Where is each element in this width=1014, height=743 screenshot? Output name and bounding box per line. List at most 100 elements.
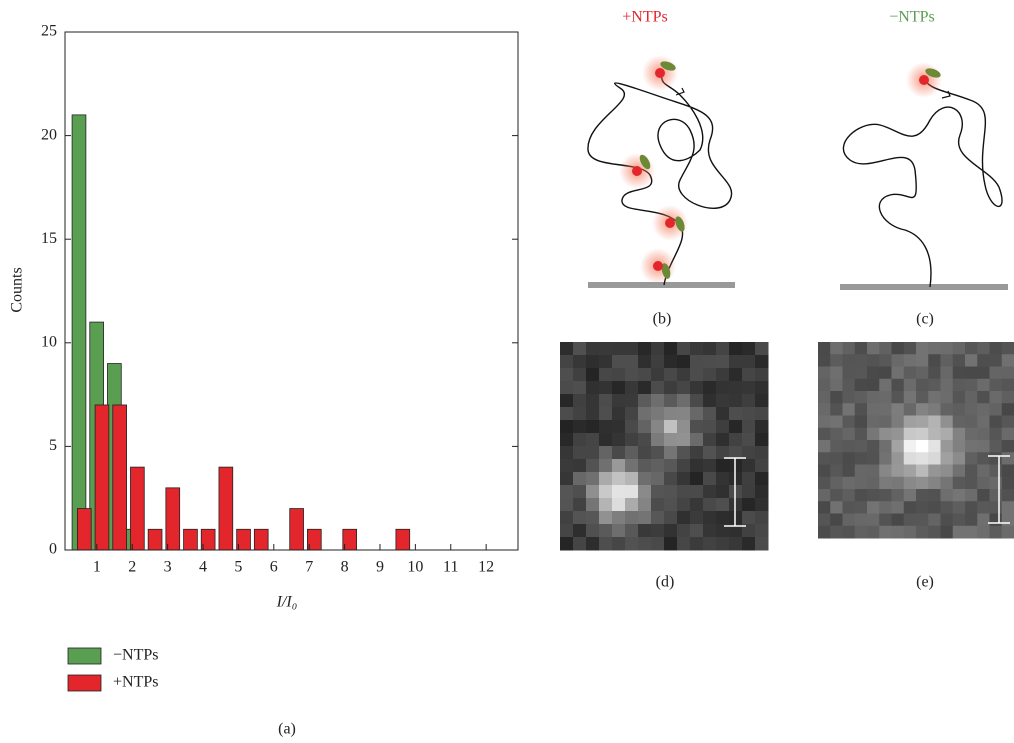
pixel [977, 513, 990, 527]
pixel [742, 537, 756, 551]
pixel [664, 420, 678, 434]
pixel [854, 489, 868, 502]
pixel [916, 378, 929, 392]
pixel [916, 501, 929, 514]
pixel [916, 403, 929, 416]
pixel [755, 420, 769, 434]
pixel [989, 415, 1003, 429]
pixel [573, 420, 587, 434]
pixel [854, 366, 868, 380]
pixel [940, 415, 954, 429]
pixel [703, 342, 717, 356]
pixel [977, 415, 990, 429]
pixel [940, 427, 954, 441]
pixel [690, 368, 704, 382]
pixel [625, 446, 639, 460]
pixel [586, 537, 600, 551]
pixel [965, 464, 978, 478]
pixel [651, 381, 665, 395]
pixel [625, 459, 639, 473]
pixel [573, 355, 587, 369]
pixel [612, 381, 626, 395]
pixel [625, 342, 639, 356]
pixel [560, 498, 574, 512]
pixel [854, 391, 868, 404]
pixel [977, 501, 990, 514]
pixel [703, 485, 717, 499]
pixel [818, 464, 831, 478]
pixel [716, 394, 730, 408]
pixel [842, 366, 856, 380]
pixel [952, 489, 966, 502]
pixel [903, 464, 917, 478]
pixel [952, 403, 966, 416]
pixel [830, 452, 843, 465]
pixel [677, 472, 691, 486]
pixel [729, 355, 743, 369]
pixel [989, 354, 1003, 367]
pixel [977, 464, 990, 478]
pixel [952, 391, 966, 404]
pixel [638, 485, 652, 499]
pixel [651, 368, 665, 382]
pixel [830, 391, 843, 404]
pixel [664, 433, 678, 447]
diagram-c [840, 62, 1008, 290]
pixel [891, 391, 905, 404]
pixel [879, 501, 892, 514]
pixel [854, 525, 868, 539]
pixel [903, 501, 917, 514]
pixel [1001, 415, 1014, 429]
pixel [586, 498, 600, 512]
pixel [651, 355, 665, 369]
pixel [625, 355, 639, 369]
pixel [729, 420, 743, 434]
pixel [989, 342, 1003, 355]
pixel [742, 381, 756, 395]
pixel [612, 394, 626, 408]
pixel [625, 433, 639, 447]
pixel [690, 459, 704, 473]
pixel [729, 446, 743, 460]
pixel [989, 464, 1003, 478]
pixel [952, 525, 966, 539]
pixel [952, 464, 966, 478]
pixel [940, 342, 954, 355]
pixel [651, 498, 665, 512]
pixel [977, 342, 990, 355]
pixel [638, 355, 652, 369]
pixel [867, 427, 880, 441]
pixel [651, 446, 665, 460]
pixel [989, 476, 1003, 490]
pixel [891, 440, 905, 453]
pixel [879, 415, 892, 429]
pixel [625, 472, 639, 486]
pixel [664, 407, 678, 421]
pixel [842, 440, 856, 453]
pixel [560, 368, 574, 382]
scale-bar [988, 455, 1010, 524]
pixel [830, 427, 843, 441]
x-tick-label: 11 [443, 559, 458, 576]
pixel [952, 452, 966, 465]
pixel [755, 511, 769, 525]
pixel [818, 452, 831, 465]
pixel [560, 420, 574, 434]
pixel [965, 366, 978, 380]
pixel [586, 433, 600, 447]
pixel [742, 524, 756, 538]
pixel [928, 366, 941, 380]
pixel [625, 381, 639, 395]
pixel [690, 472, 704, 486]
pixel [690, 537, 704, 551]
bar [289, 508, 304, 551]
pixel [952, 501, 966, 514]
pixel [664, 459, 678, 473]
pixel [965, 342, 978, 355]
pixel [842, 403, 856, 416]
pixel [854, 378, 868, 392]
pixel [573, 485, 587, 499]
pixel [716, 446, 730, 460]
pixel [830, 525, 843, 539]
